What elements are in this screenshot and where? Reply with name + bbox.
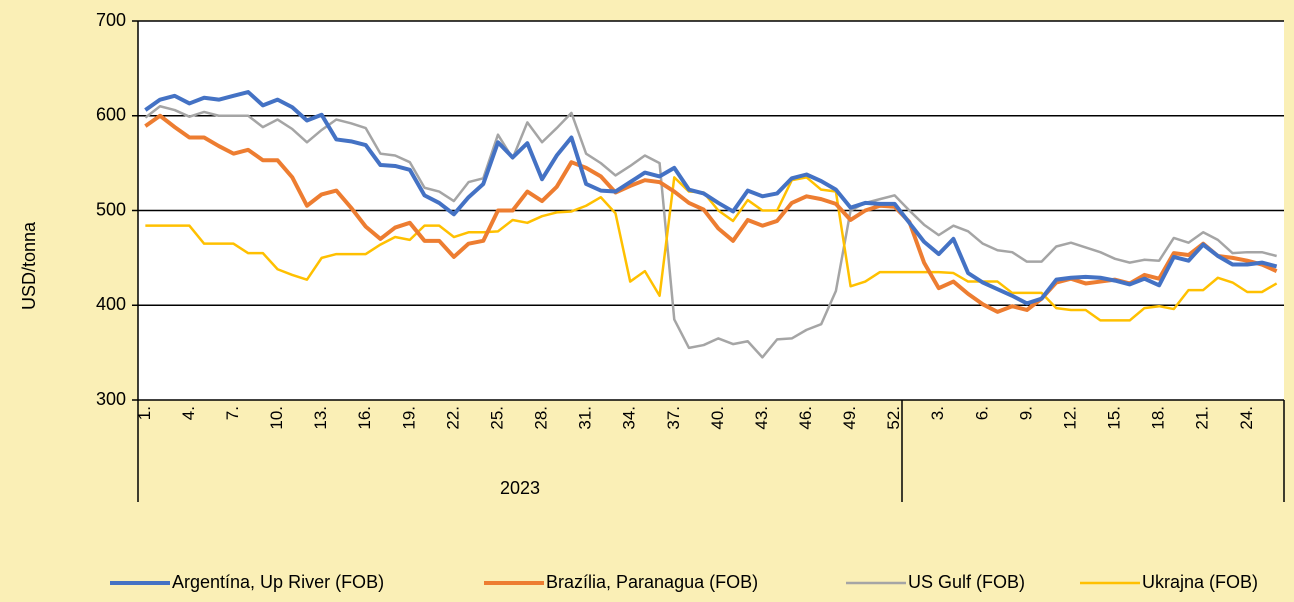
series-line	[145, 176, 1278, 322]
series-line	[144, 105, 1277, 359]
x-tick-label: 12.	[1060, 406, 1079, 430]
x-tick-label: 1.	[135, 406, 154, 420]
legend-label: US Gulf (FOB)	[908, 572, 1025, 592]
y-axis-label: USD/tonna	[19, 221, 39, 310]
x-tick-label: 3.	[928, 406, 947, 420]
x-tick-label: 46.	[796, 406, 815, 430]
x-tick-label: 4.	[179, 406, 198, 420]
series-line	[144, 90, 1278, 306]
x-tick-label: 7.	[223, 406, 242, 420]
x-tick-label: 9.	[1016, 406, 1035, 420]
x-tick-label: 40.	[708, 406, 727, 430]
x-tick-label: 16.	[355, 406, 374, 430]
series-line	[144, 113, 1278, 314]
x-tick-label: 18.	[1149, 406, 1168, 430]
x-group-label: 2023	[500, 478, 540, 498]
y-tick-label: 600	[96, 105, 126, 125]
x-tick-label: 52.	[884, 406, 903, 430]
x-tick-label: 34.	[620, 406, 639, 430]
legend-label: Ukrajna (FOB)	[1142, 572, 1258, 592]
x-tick-label: 28.	[532, 406, 551, 430]
x-tick-label: 15.	[1105, 406, 1124, 430]
y-tick-label: 400	[96, 294, 126, 314]
y-tick-label: 300	[96, 389, 126, 409]
x-tick-label: 19.	[399, 406, 418, 430]
x-tick-label: 13.	[311, 406, 330, 430]
x-tick-label: 37.	[664, 406, 683, 430]
legend-label: Argentína, Up River (FOB)	[172, 572, 384, 592]
x-tick-label: 43.	[752, 406, 771, 430]
x-tick-label: 22.	[443, 406, 462, 430]
x-tick-label: 10.	[267, 406, 286, 430]
y-tick-label: 500	[96, 199, 126, 219]
x-tick-label: 25.	[487, 406, 506, 430]
y-tick-label: 700	[96, 10, 126, 30]
x-tick-label: 6.	[972, 406, 991, 420]
x-tick-label: 49.	[840, 406, 859, 430]
x-tick-label: 31.	[576, 406, 595, 430]
legend-label: Brazília, Paranagua (FOB)	[546, 572, 758, 592]
x-tick-label: 21.	[1193, 406, 1212, 430]
x-tick-label: 24.	[1237, 406, 1256, 430]
